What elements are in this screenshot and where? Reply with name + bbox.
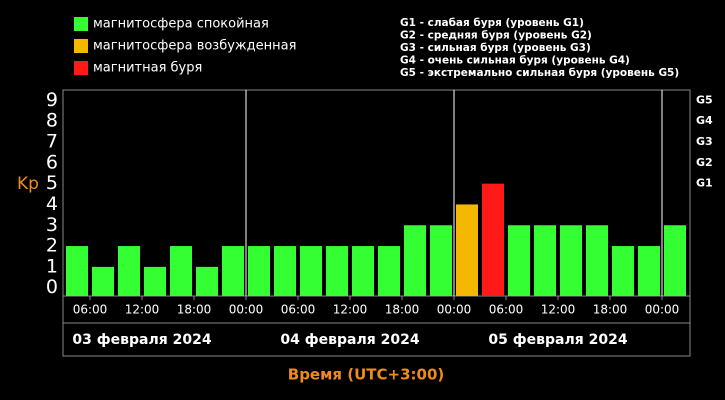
y-axis-label: Kp	[17, 174, 39, 194]
storm-note: G5 - экстремально сильная буря (уровень …	[400, 67, 679, 79]
y-tick-label: 1	[46, 255, 58, 277]
y-tick-label: 8	[46, 110, 58, 132]
bar	[66, 246, 88, 296]
legend-swatch	[74, 39, 88, 53]
x-tick-label: 12:00	[125, 303, 160, 317]
x-tick-label: 00:00	[229, 303, 264, 317]
legend-label: магнитосфера спокойная	[93, 17, 269, 32]
bar	[456, 204, 478, 296]
bar	[534, 225, 556, 296]
y2-tick-label: G2	[696, 156, 713, 169]
legend-label: магнитосфера возбужденная	[93, 39, 296, 54]
x-tick-label: 18:00	[385, 303, 420, 317]
y-tick-label: 3	[46, 214, 58, 236]
storm-note: G3 - сильная буря (уровень G3)	[400, 42, 591, 54]
x-tick-label: 06:00	[489, 303, 524, 317]
legend-swatch	[74, 61, 88, 75]
y-tick-label: 0	[46, 276, 58, 298]
legend-label: магнитная буря	[93, 61, 202, 76]
storm-note: G2 - средняя буря (уровень G2)	[400, 30, 592, 42]
bar	[638, 246, 660, 296]
day-label: 04 февраля 2024	[280, 332, 419, 348]
day-label: 03 февраля 2024	[72, 332, 211, 348]
y-tick-label: 5	[46, 172, 58, 194]
bar	[430, 225, 452, 296]
y2-tick-label: G3	[696, 135, 713, 148]
day-label: 05 февраля 2024	[488, 332, 627, 348]
y2-tick-label: G1	[696, 177, 713, 190]
y-tick-label: 9	[46, 89, 58, 111]
bar	[118, 246, 140, 296]
y2-tick-label: G5	[696, 93, 713, 106]
bar	[92, 266, 114, 296]
y-tick-label: 4	[46, 193, 58, 215]
x-tick-label: 18:00	[593, 303, 628, 317]
x-tick-label: 18:00	[177, 303, 212, 317]
bar	[378, 246, 400, 296]
bar	[144, 266, 166, 296]
bar	[196, 266, 218, 296]
x-tick-label: 00:00	[645, 303, 680, 317]
y-tick-label: 7	[46, 131, 58, 153]
bar	[274, 246, 296, 296]
x-axis-label: Время (UTC+3:00)	[288, 366, 444, 384]
day-panel	[62, 322, 691, 357]
y-tick-label: 6	[46, 151, 58, 173]
y2-tick-label: G4	[696, 114, 713, 127]
bar	[222, 246, 244, 296]
legend-swatch	[74, 17, 88, 31]
x-tick-label: 00:00	[437, 303, 472, 317]
bar	[560, 225, 582, 296]
bar	[170, 246, 192, 296]
y-tick-label: 2	[46, 235, 58, 257]
x-tick-label: 06:00	[73, 303, 108, 317]
bar	[482, 183, 504, 296]
bar	[404, 225, 426, 296]
storm-note: G1 - слабая буря (уровень G1)	[400, 17, 584, 29]
bar	[352, 246, 374, 296]
bar	[508, 225, 530, 296]
bar	[612, 246, 634, 296]
bar	[586, 225, 608, 296]
x-tick-label: 06:00	[281, 303, 316, 317]
bar	[664, 225, 686, 296]
bar	[326, 246, 348, 296]
storm-note: G4 - очень сильная буря (уровень G4)	[400, 55, 630, 67]
bar	[248, 246, 270, 296]
bar	[300, 246, 322, 296]
x-tick-label: 12:00	[333, 303, 368, 317]
x-tick-label: 12:00	[541, 303, 576, 317]
